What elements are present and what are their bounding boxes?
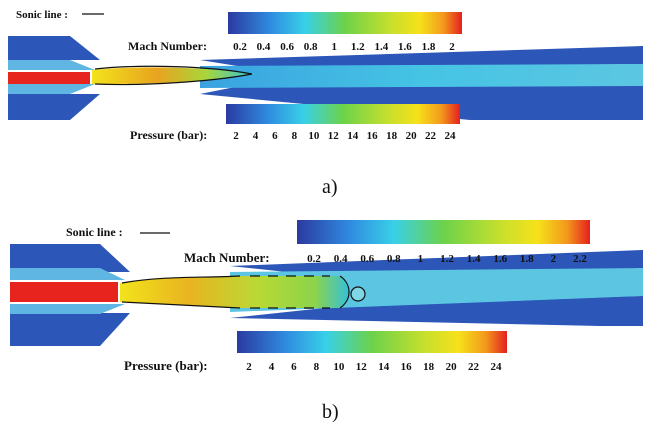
pressure-label-b: Pressure (bar): bbox=[124, 358, 208, 373]
mach-tick-label: 0.8 bbox=[304, 41, 318, 53]
pressure-tick-label: 20 bbox=[446, 361, 458, 373]
pressure-tick-label: 4 bbox=[269, 361, 275, 373]
pressure-tick-label: 12 bbox=[328, 130, 340, 142]
shock-bubble bbox=[350, 286, 366, 302]
pressure-tick-label: 10 bbox=[308, 130, 320, 142]
mach-tick-label: 1.2 bbox=[351, 41, 365, 53]
sonic-line-b bbox=[121, 275, 350, 309]
pressure-tick-label: 22 bbox=[425, 130, 437, 142]
pressure-tick-label: 6 bbox=[272, 130, 278, 142]
mach-tick-label: 0.8 bbox=[387, 253, 401, 265]
mach-tick-label: 1.6 bbox=[493, 253, 507, 265]
pressure-tick-label: 24 bbox=[491, 361, 503, 373]
mach-tick-label: 1.8 bbox=[422, 41, 436, 53]
primary-nozzle-inlet bbox=[8, 72, 90, 84]
caption-b: b) bbox=[322, 401, 339, 423]
mixing-flow bbox=[200, 64, 643, 88]
caption-a: a) bbox=[322, 176, 338, 198]
mach-label-a: Mach Number: bbox=[128, 39, 207, 53]
diffuser-wall-lower-b bbox=[230, 296, 643, 326]
pressure-tick-label: 24 bbox=[445, 130, 457, 142]
pressure-tick-label: 10 bbox=[333, 361, 345, 373]
mach-tick-label: 0.2 bbox=[233, 41, 247, 53]
pressure-tick-label: 2 bbox=[233, 130, 239, 142]
pressure-tick-label: 16 bbox=[401, 361, 413, 373]
mach-colorbar-b bbox=[297, 220, 590, 244]
pressure-tick-label: 6 bbox=[291, 361, 297, 373]
sonic-line-a bbox=[94, 65, 253, 86]
pressure-label-a: Pressure (bar): bbox=[130, 128, 207, 142]
sonic-line-label-b: Sonic line : bbox=[66, 225, 123, 239]
pressure-colorbar-a bbox=[226, 104, 460, 124]
primary-nozzle-inlet-b bbox=[10, 282, 118, 302]
pressure-tick-label: 14 bbox=[378, 361, 390, 373]
mach-tick-label: 0.4 bbox=[334, 253, 348, 265]
jet-core bbox=[92, 67, 255, 84]
nozzle-wall-lower bbox=[8, 94, 100, 120]
pressure-ticks-a: 2 4 6 8 10 12 14 16 18 20 22 24 bbox=[233, 130, 456, 142]
mach-tick-label: 1 bbox=[418, 253, 424, 265]
pressure-tick-label: 18 bbox=[423, 361, 435, 373]
mach-label-b: Mach Number: bbox=[184, 250, 270, 265]
pressure-tick-label: 8 bbox=[292, 130, 298, 142]
mach-tick-label: 1.6 bbox=[398, 41, 412, 53]
nozzle-wall-upper bbox=[8, 36, 100, 60]
panel-a: Sonic line : Mach Number: 0.2 0.4 0.6 0.8 1 1… bbox=[8, 9, 643, 198]
jet-core-b bbox=[120, 276, 349, 308]
mach-tick-label: 1.4 bbox=[467, 253, 481, 265]
secondary-inlet-upper bbox=[8, 60, 95, 70]
pressure-tick-label: 18 bbox=[386, 130, 398, 142]
mach-ticks-b: 0.2 0.4 0.6 0.8 1 1.2 1.4 1.6 1.8 2 2.2 bbox=[307, 253, 587, 265]
secondary-inlet-upper-b bbox=[10, 268, 125, 280]
mach-colorbar-a bbox=[228, 12, 462, 34]
diffuser-wall-upper bbox=[200, 46, 643, 68]
mach-ticks-a: 0.2 0.4 0.6 0.8 1 1.2 1.4 1.6 1.8 2 bbox=[233, 41, 455, 53]
nozzle-wall-lower-b bbox=[10, 313, 130, 346]
secondary-inlet-lower bbox=[8, 84, 95, 94]
mach-tick-label: 0.4 bbox=[257, 41, 271, 53]
mach-tick-label: 0.2 bbox=[307, 253, 321, 265]
pressure-ticks-b: 2 4 6 8 10 12 14 16 18 20 22 24 bbox=[246, 361, 502, 373]
pressure-tick-label: 4 bbox=[253, 130, 259, 142]
nozzle-wall-upper-b bbox=[10, 244, 130, 272]
mach-tick-label: 1 bbox=[331, 41, 337, 53]
mach-tick-label: 1.2 bbox=[440, 253, 454, 265]
pressure-tick-label: 20 bbox=[406, 130, 418, 142]
mach-tick-label: 1.8 bbox=[520, 253, 534, 265]
mach-tick-label: 0.6 bbox=[280, 41, 294, 53]
pressure-tick-label: 14 bbox=[347, 130, 359, 142]
pressure-tick-label: 22 bbox=[468, 361, 480, 373]
pressure-tick-label: 16 bbox=[367, 130, 379, 142]
secondary-inlet-lower-b bbox=[10, 304, 125, 314]
mach-tick-label: 0.6 bbox=[360, 253, 374, 265]
mach-tick-label: 2 bbox=[449, 41, 455, 53]
pressure-tick-label: 8 bbox=[314, 361, 320, 373]
pressure-tick-label: 2 bbox=[246, 361, 252, 373]
pressure-tick-label: 12 bbox=[356, 361, 368, 373]
panel-b: Sonic line : Mach Number: 0.2 0.4 0.6 0.8 1 1… bbox=[10, 220, 643, 423]
mach-tick-label: 2 bbox=[551, 253, 557, 265]
sonic-line-label-a: Sonic line : bbox=[16, 9, 68, 21]
mach-tick-label: 2.2 bbox=[573, 253, 587, 265]
mach-tick-label: 1.4 bbox=[374, 41, 388, 53]
diffuser-wall-lower bbox=[200, 84, 643, 120]
pressure-colorbar-b bbox=[237, 331, 507, 353]
